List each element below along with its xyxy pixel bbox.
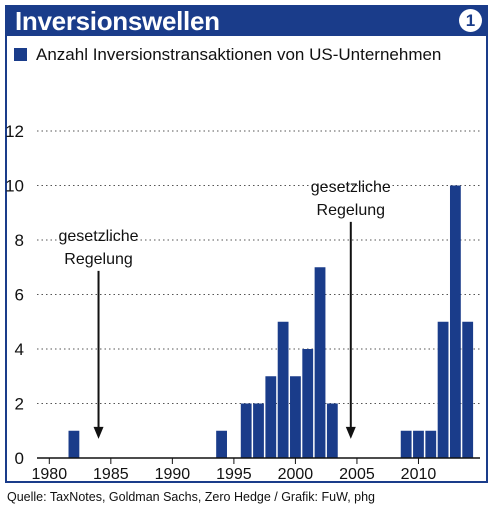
bar — [449, 185, 461, 458]
bar-chart: 0 2 4 6 8 10 12 1980 1985 1990 1995 2000 2005 2010 ges… — [5, 122, 480, 483]
y-tick-label: 4 — [15, 340, 24, 359]
bar — [437, 321, 449, 458]
annotation-arrow-head — [93, 426, 104, 439]
bar — [277, 321, 289, 458]
chart-title: Inversionswellen — [15, 6, 220, 36]
y-tick-label: 2 — [15, 395, 24, 414]
bar — [302, 349, 314, 458]
bar — [400, 430, 412, 458]
bar — [68, 430, 80, 458]
annotation-text: Regelung — [317, 202, 386, 219]
source-note: Quelle: TaxNotes, Goldman Sachs, Zero He… — [7, 490, 375, 504]
x-tick-label: 2000 — [278, 466, 314, 483]
x-tick-label: 2005 — [339, 466, 375, 483]
annotation-text: gesetzliche — [311, 179, 391, 196]
y-tick-label: 0 — [15, 449, 24, 468]
bar — [265, 376, 277, 458]
legend-label: Anzahl Inversionstransaktionen von US-Un… — [36, 45, 442, 64]
y-tick-label: 12 — [5, 122, 24, 141]
title-bar: Inversionswellen 1 — [5, 5, 488, 36]
figure-number-badge: 1 — [459, 9, 482, 32]
bar — [314, 267, 326, 458]
x-tick-label: 1995 — [216, 466, 252, 483]
y-tick-label: 6 — [15, 286, 24, 305]
annotation-text: gesetzliche — [59, 228, 139, 245]
bar — [462, 321, 474, 458]
bar — [413, 430, 424, 458]
y-tick-label: 8 — [15, 231, 24, 250]
bar — [290, 376, 301, 458]
bar — [253, 403, 264, 458]
y-tick-label: 10 — [5, 177, 24, 196]
bar — [216, 430, 227, 458]
annotation-text: Regelung — [64, 251, 133, 268]
bar — [326, 403, 338, 458]
x-tick-label: 2010 — [401, 466, 437, 483]
bar — [240, 403, 252, 458]
bar — [425, 430, 437, 458]
legend-swatch — [14, 48, 27, 61]
x-tick-label: 1980 — [32, 466, 68, 483]
annotation-arrow-head — [345, 426, 356, 439]
x-tick-label: 1985 — [93, 466, 129, 483]
x-tick-label: 1990 — [155, 466, 191, 483]
